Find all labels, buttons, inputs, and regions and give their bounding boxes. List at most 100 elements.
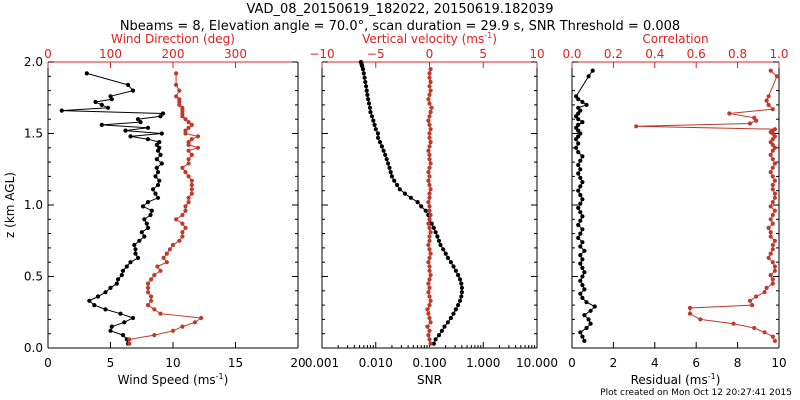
residual-correlation-bottom-tick-label: 0 bbox=[568, 356, 576, 370]
snr-vertical-velocity-vertical-velocity-point bbox=[428, 212, 433, 218]
residual-correlation-correlation-point bbox=[768, 152, 773, 157]
residual-correlation-correlation-point bbox=[750, 303, 755, 308]
snr-vertical-velocity-vertical-velocity-point bbox=[427, 71, 432, 76]
residual-correlation-residual-point bbox=[578, 158, 583, 163]
residual-correlation-bottom-tick-label: 2 bbox=[610, 356, 618, 370]
residual-correlation-residual-point bbox=[578, 192, 583, 198]
residual-correlation-top-tick-label: 0.6 bbox=[687, 47, 706, 61]
residual-correlation-top-tick-label: 0.2 bbox=[604, 47, 623, 61]
residual-correlation-residual-point bbox=[578, 167, 583, 172]
wind-profile-wind-speed-point bbox=[153, 191, 158, 196]
snr-vertical-velocity-snr-point bbox=[442, 324, 447, 329]
snr-vertical-velocity-vertical-velocity-point bbox=[427, 75, 432, 80]
snr-vertical-velocity-vertical-velocity-point bbox=[427, 152, 432, 157]
residual-correlation-residual-point bbox=[576, 141, 581, 146]
snr-vertical-velocity-snr-point bbox=[377, 140, 383, 145]
snr-vertical-velocity-vertical-velocity-point bbox=[428, 88, 433, 93]
wind-profile-wind-speed-point bbox=[133, 251, 138, 256]
residual-correlation-residual-point bbox=[584, 325, 589, 331]
snr-vertical-velocity-snr-point bbox=[389, 174, 394, 179]
residual-correlation-residual-point bbox=[580, 295, 585, 300]
snr-vertical-velocity-snr-point bbox=[457, 277, 463, 282]
snr-vertical-velocity-vertical-velocity-point bbox=[427, 114, 432, 119]
wind-profile-wind-speed-point bbox=[159, 131, 164, 136]
snr-vertical-velocity-snr-point bbox=[364, 84, 369, 89]
wind-profile-wind-direction-point bbox=[195, 145, 201, 150]
wind-profile-wind-speed-point bbox=[154, 165, 159, 170]
residual-correlation-residual-point bbox=[582, 287, 587, 292]
wind-profile-wind-speed-point bbox=[150, 187, 156, 192]
snr-vertical-velocity-snr-point bbox=[363, 79, 368, 85]
residual-correlation-correlation-point bbox=[731, 321, 736, 326]
wind-profile-wind-direction-point bbox=[152, 307, 157, 312]
snr-vertical-velocity-snr-point bbox=[433, 337, 438, 342]
wind-profile-wind-speed-point bbox=[138, 120, 143, 125]
residual-correlation-correlation-point bbox=[768, 217, 773, 222]
residual-correlation-correlation-point bbox=[772, 238, 778, 243]
ytick-label: 0.0 bbox=[24, 341, 43, 355]
wind-profile-wind-direction-point bbox=[183, 225, 188, 230]
wind-profile-wind-direction-point bbox=[164, 251, 169, 256]
snr-vertical-velocity-vertical-velocity-point bbox=[426, 200, 431, 205]
wind-profile-wind-speed-point bbox=[154, 142, 159, 147]
wind-profile-wind-speed-point bbox=[142, 217, 147, 222]
wind-profile-wind-direction-point bbox=[149, 294, 154, 299]
wind-profile-wind-direction-point bbox=[180, 234, 185, 239]
residual-correlation-correlation-point bbox=[768, 170, 773, 175]
snr-vertical-velocity-vertical-velocity-point bbox=[426, 97, 431, 102]
residual-correlation-residual-point bbox=[576, 222, 581, 228]
snr-vertical-velocity-vertical-velocity-point bbox=[427, 328, 432, 333]
snr-vertical-velocity-snr-point bbox=[369, 114, 375, 119]
wind-profile-wind-speed-point bbox=[132, 242, 137, 248]
wind-profile-wind-direction-point bbox=[180, 105, 185, 110]
snr-vertical-velocity-top-axis-label: Vertical velocity (ms-1) bbox=[362, 31, 497, 46]
residual-correlation-residual-point bbox=[576, 111, 581, 116]
wind-profile-wind-speed-point bbox=[118, 311, 123, 316]
figure-subtitle: Nbeams = 8, Elevation angle = 70.0°, sca… bbox=[119, 19, 681, 34]
wind-profile-bottom-tick-label: 10 bbox=[165, 356, 180, 370]
snr-vertical-velocity-snr-point bbox=[415, 200, 420, 205]
residual-correlation-residual-point bbox=[574, 145, 579, 150]
wind-profile-wind-direction-point bbox=[189, 152, 194, 157]
snr-vertical-velocity-snr-point bbox=[451, 264, 456, 269]
wind-profile-wind-direction-point bbox=[127, 337, 132, 342]
wind-profile-wind-speed-point bbox=[139, 230, 144, 235]
wind-profile-wind-speed-point bbox=[145, 200, 151, 205]
residual-correlation-residual-point bbox=[580, 99, 585, 105]
wind-profile-wind-direction-point bbox=[186, 157, 191, 162]
snr-vertical-velocity-vertical-velocity-point bbox=[426, 178, 431, 183]
snr-vertical-velocity-vertical-velocity-point bbox=[428, 251, 433, 256]
residual-correlation-correlation-point bbox=[768, 251, 773, 256]
wind-profile-wind-speed-point bbox=[109, 324, 114, 329]
residual-correlation-residual-point bbox=[576, 188, 581, 193]
wind-profile-wind-direction-point bbox=[186, 125, 191, 130]
snr-vertical-velocity-snr-point bbox=[459, 294, 464, 299]
snr-vertical-velocity-vertical-velocity-point bbox=[429, 105, 434, 110]
wind-profile-wind-speed-point bbox=[95, 294, 101, 299]
snr-vertical-velocity-snr-point bbox=[429, 221, 434, 226]
snr-vertical-velocity-snr-point bbox=[387, 165, 392, 170]
wind-profile-wind-speed-point bbox=[128, 134, 133, 139]
snr-vertical-velocity-snr-point bbox=[362, 75, 367, 80]
wind-profile-wind-speed-point bbox=[128, 260, 133, 265]
wind-profile-wind-speed-point bbox=[92, 303, 97, 308]
wind-profile-wind-direction-point bbox=[183, 204, 188, 209]
wind-profile-wind-speed-point bbox=[144, 221, 149, 226]
residual-correlation-residual-point bbox=[580, 197, 585, 202]
snr-vertical-velocity-snr-point bbox=[361, 71, 366, 76]
snr-vertical-velocity-vertical-velocity-point bbox=[427, 101, 432, 106]
snr-vertical-velocity-vertical-velocity-point bbox=[427, 277, 432, 282]
wind-profile-top-tick-label: 100 bbox=[99, 47, 122, 61]
snr-vertical-velocity-vertical-velocity-point bbox=[427, 191, 432, 196]
snr-vertical-velocity-vertical-velocity-point bbox=[427, 135, 432, 140]
residual-correlation-correlation-line bbox=[636, 70, 778, 342]
wind-profile-wind-speed-point bbox=[99, 102, 104, 107]
wind-profile-wind-direction-point bbox=[183, 131, 188, 136]
snr-vertical-velocity-vertical-velocity-point bbox=[427, 217, 432, 222]
wind-profile-wind-direction-point bbox=[152, 273, 157, 278]
snr-vertical-velocity-snr-point bbox=[384, 157, 389, 162]
wind-profile-wind-speed-point bbox=[157, 140, 162, 145]
wind-profile-wind-direction-point bbox=[167, 247, 172, 252]
wind-profile-wind-direction-point bbox=[174, 94, 179, 99]
snr-vertical-velocity-snr-point bbox=[438, 242, 443, 248]
